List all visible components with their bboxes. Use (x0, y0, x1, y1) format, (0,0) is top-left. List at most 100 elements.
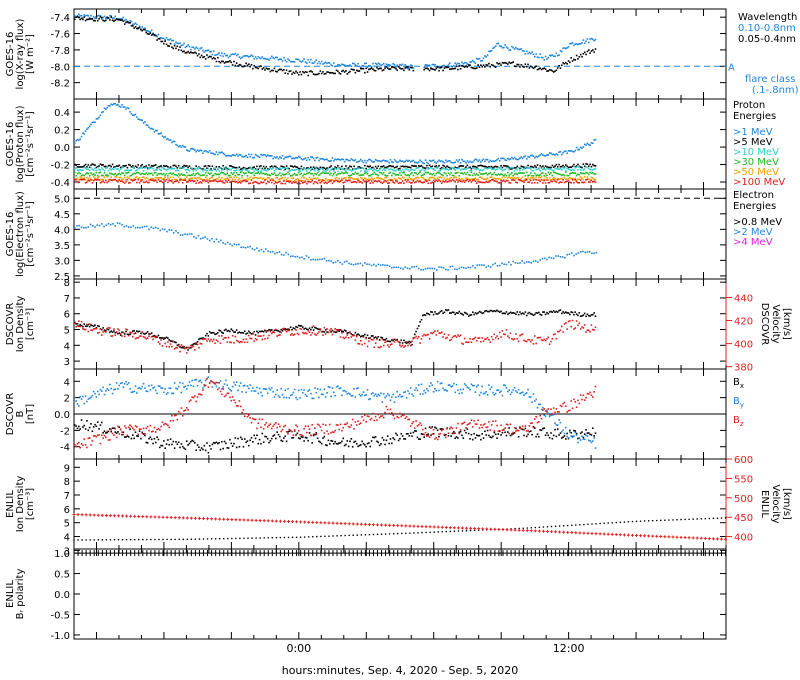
data-point (322, 334, 324, 336)
data-point (142, 170, 145, 172)
data-point (216, 180, 219, 183)
data-point (454, 313, 457, 316)
data-point (527, 181, 529, 184)
panel-frame (73, 278, 727, 370)
data-point (122, 386, 125, 389)
data-point (548, 343, 551, 345)
data-point (335, 69, 338, 72)
data-point (118, 105, 121, 108)
data-point (91, 394, 94, 397)
data-point (331, 333, 334, 336)
data-point (353, 178, 355, 181)
data-point (486, 310, 489, 313)
data-point (123, 335, 126, 338)
data-point (478, 169, 481, 172)
data-point (554, 171, 556, 174)
data-point (150, 34, 153, 36)
data-point (168, 228, 171, 231)
data-point (256, 165, 258, 168)
data-point (497, 157, 500, 160)
data-point (449, 312, 451, 314)
data-point (536, 68, 539, 71)
data-point (516, 63, 519, 66)
data-point (225, 167, 227, 170)
data-point (94, 164, 96, 166)
data-point (586, 172, 589, 175)
data-point (265, 155, 268, 158)
data-point (457, 334, 459, 336)
data-point (269, 174, 272, 177)
data-point (115, 331, 118, 334)
data-point (269, 70, 272, 73)
data-point (91, 430, 94, 433)
data-point (218, 173, 220, 176)
data-point (100, 223, 103, 225)
data-point (372, 169, 374, 172)
data-point (470, 341, 473, 344)
data-point (229, 176, 231, 179)
data-point (587, 49, 590, 51)
data-point (208, 55, 211, 58)
data-point (254, 66, 257, 69)
data-point (543, 178, 546, 181)
data-point (145, 30, 148, 32)
data-point (327, 61, 330, 64)
data-point (276, 174, 278, 177)
data-point (511, 176, 513, 179)
data-point (320, 172, 323, 174)
data-point (453, 64, 455, 67)
data-point (439, 332, 442, 334)
data-point (188, 150, 191, 152)
data-point (388, 168, 390, 171)
data-point (496, 174, 498, 176)
data-point (422, 176, 424, 179)
data-point (480, 176, 482, 178)
data-point (283, 166, 285, 168)
data-point (409, 160, 412, 163)
data-point (478, 181, 481, 183)
data-point (338, 181, 340, 183)
data-point (92, 173, 95, 175)
data-point (562, 178, 564, 181)
data-point (505, 311, 508, 313)
data-point (536, 182, 539, 184)
data-point (361, 174, 363, 176)
data-point (321, 258, 323, 261)
data-point (257, 331, 260, 334)
data-point (477, 168, 479, 170)
data-point (280, 168, 282, 171)
data-point (253, 177, 256, 179)
data-point (161, 228, 164, 230)
panel-frame (73, 8, 727, 100)
data-point (440, 176, 443, 179)
data-point (99, 179, 102, 182)
data-point (548, 173, 551, 176)
data-point (216, 53, 219, 56)
data-point (223, 337, 226, 339)
data-point (154, 179, 157, 182)
data-point (99, 114, 102, 117)
data-point (411, 160, 413, 163)
data-point (574, 59, 577, 61)
data-point (145, 176, 148, 179)
data-point (447, 63, 450, 66)
data-point (252, 168, 254, 171)
data-point (391, 442, 393, 445)
data-point (474, 312, 477, 314)
data-point (171, 173, 173, 176)
data-point (154, 335, 157, 338)
data-point (277, 330, 280, 332)
data-point (407, 160, 409, 162)
data-point (359, 181, 362, 183)
data-point (132, 173, 134, 176)
data-point (368, 337, 370, 340)
data-point (529, 154, 532, 157)
data-point (493, 46, 496, 49)
data-point (111, 179, 114, 182)
data-point (280, 157, 282, 159)
data-point (144, 336, 146, 339)
data-point (478, 337, 481, 339)
data-point (156, 166, 158, 169)
data-point (283, 327, 285, 330)
data-point (234, 437, 237, 439)
